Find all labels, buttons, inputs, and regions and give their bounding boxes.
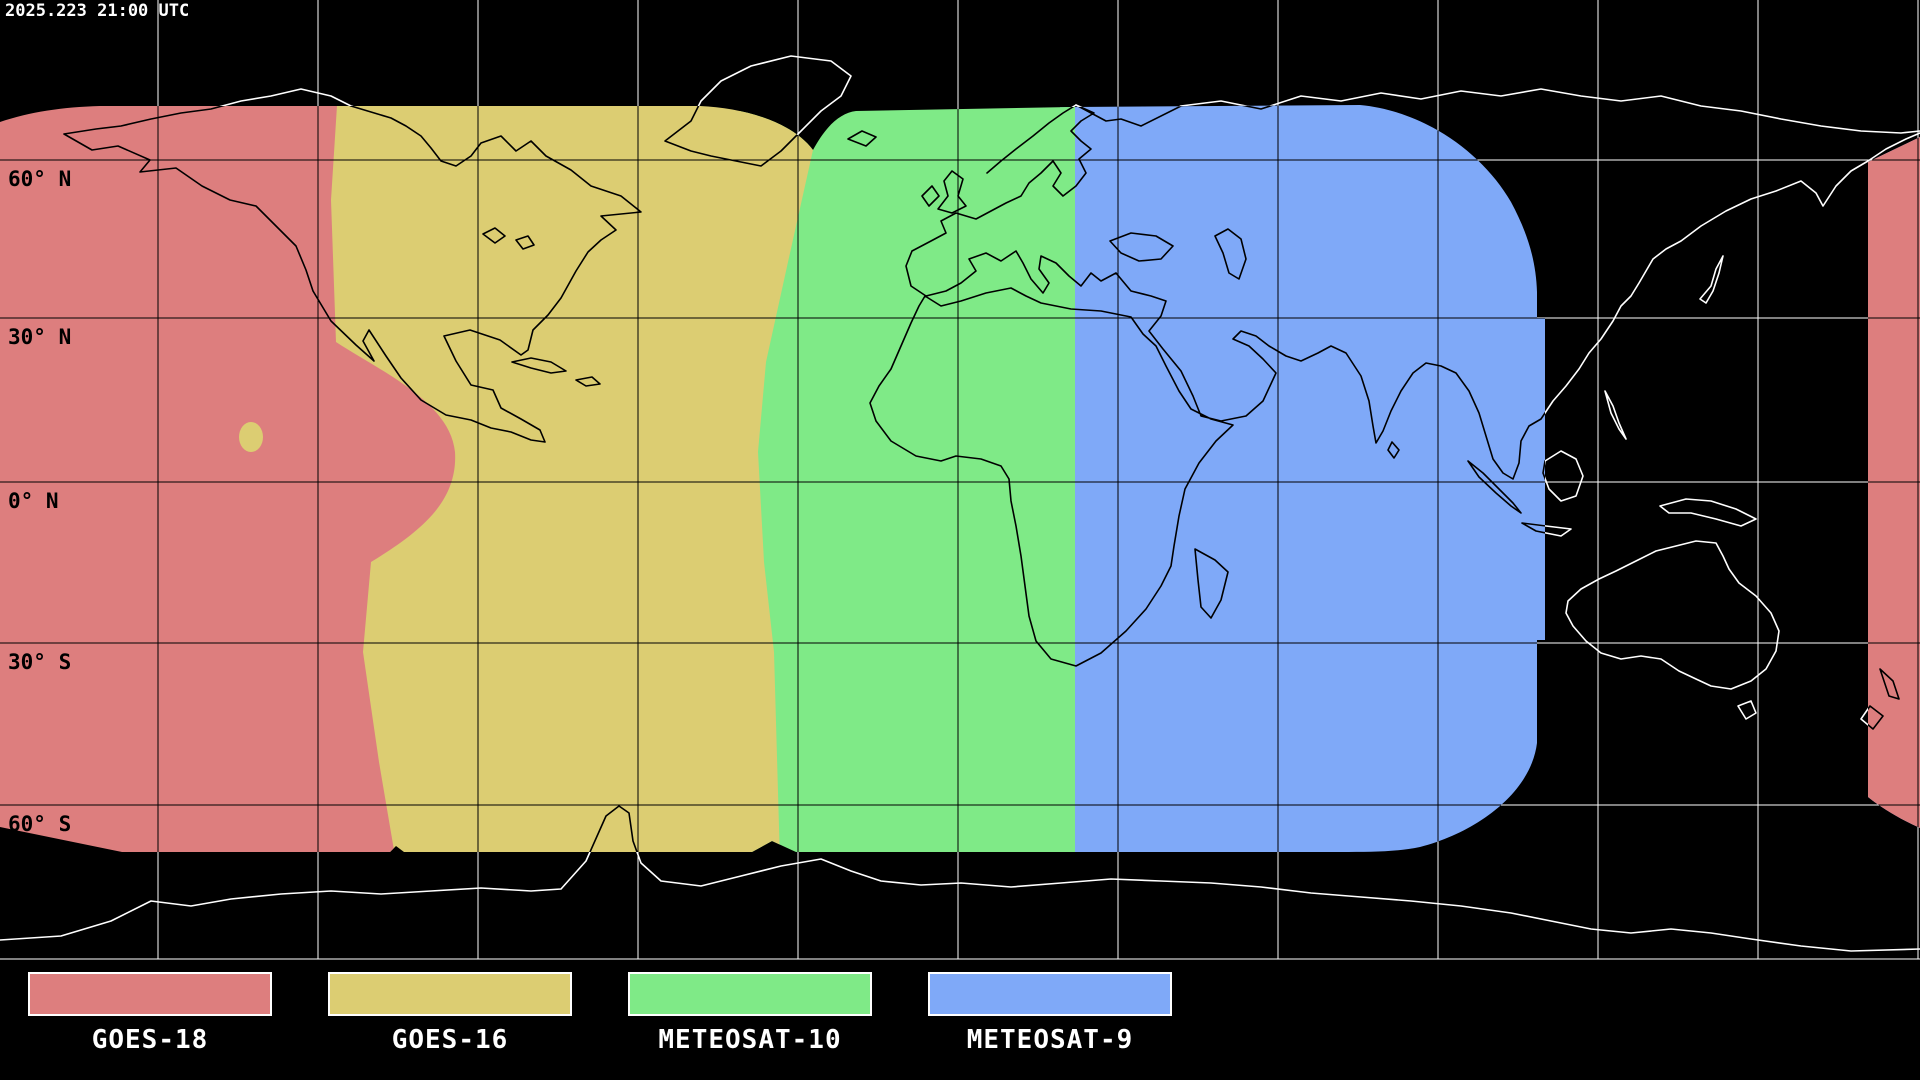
legend-swatch-goes-16: [328, 972, 572, 1016]
legend: GOES-18 GOES-16 METEOSAT-10 METEOSAT-9: [28, 972, 1172, 1055]
legend-swatch-meteosat-10: [628, 972, 872, 1016]
legend-swatch-goes-18: [28, 972, 272, 1016]
coverage-meteosat-10: [740, 105, 1075, 852]
legend-label-meteosat-10: METEOSAT-10: [658, 1025, 841, 1055]
coverage-goes-18: [0, 105, 456, 852]
coverage-goes-18-wrap: [1858, 105, 1920, 852]
latitude-label-60s: 60° S: [8, 812, 71, 836]
coverage-goes-16-spot: [239, 422, 263, 452]
latitude-label-0n: 0° N: [8, 489, 59, 513]
legend-label-meteosat-9: METEOSAT-9: [967, 1025, 1134, 1055]
timestamp: 2025.223 21:00 UTC: [5, 1, 189, 21]
latitude-label-30s: 30° S: [8, 650, 71, 674]
legend-swatch-meteosat-9: [928, 972, 1172, 1016]
latitude-label-30n: 30° N: [8, 325, 71, 349]
latitude-labels: 60° N 30° N 0° N 30° S 60° S: [8, 167, 71, 836]
legend-label-goes-16: GOES-16: [392, 1025, 509, 1055]
legend-label-goes-18: GOES-18: [92, 1025, 209, 1055]
latitude-label-60n: 60° N: [8, 167, 71, 191]
coverage-goes-16: [300, 105, 816, 852]
